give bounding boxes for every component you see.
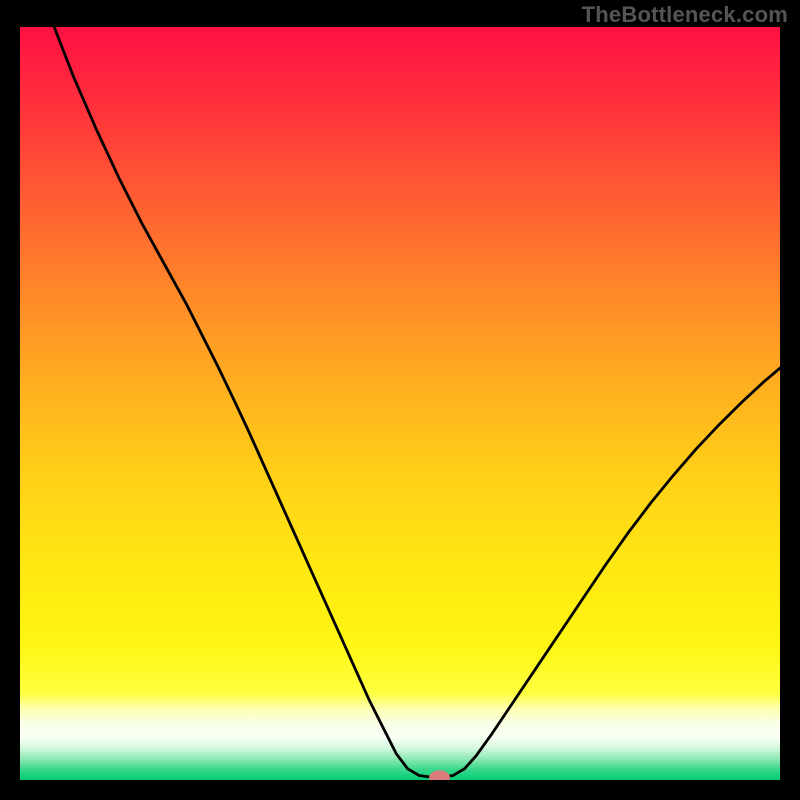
chart-frame: TheBottleneck.com	[0, 0, 800, 800]
gradient-background	[20, 27, 780, 780]
chart-svg	[20, 27, 780, 780]
watermark-text: TheBottleneck.com	[582, 2, 788, 28]
bottleneck-chart	[20, 27, 780, 780]
